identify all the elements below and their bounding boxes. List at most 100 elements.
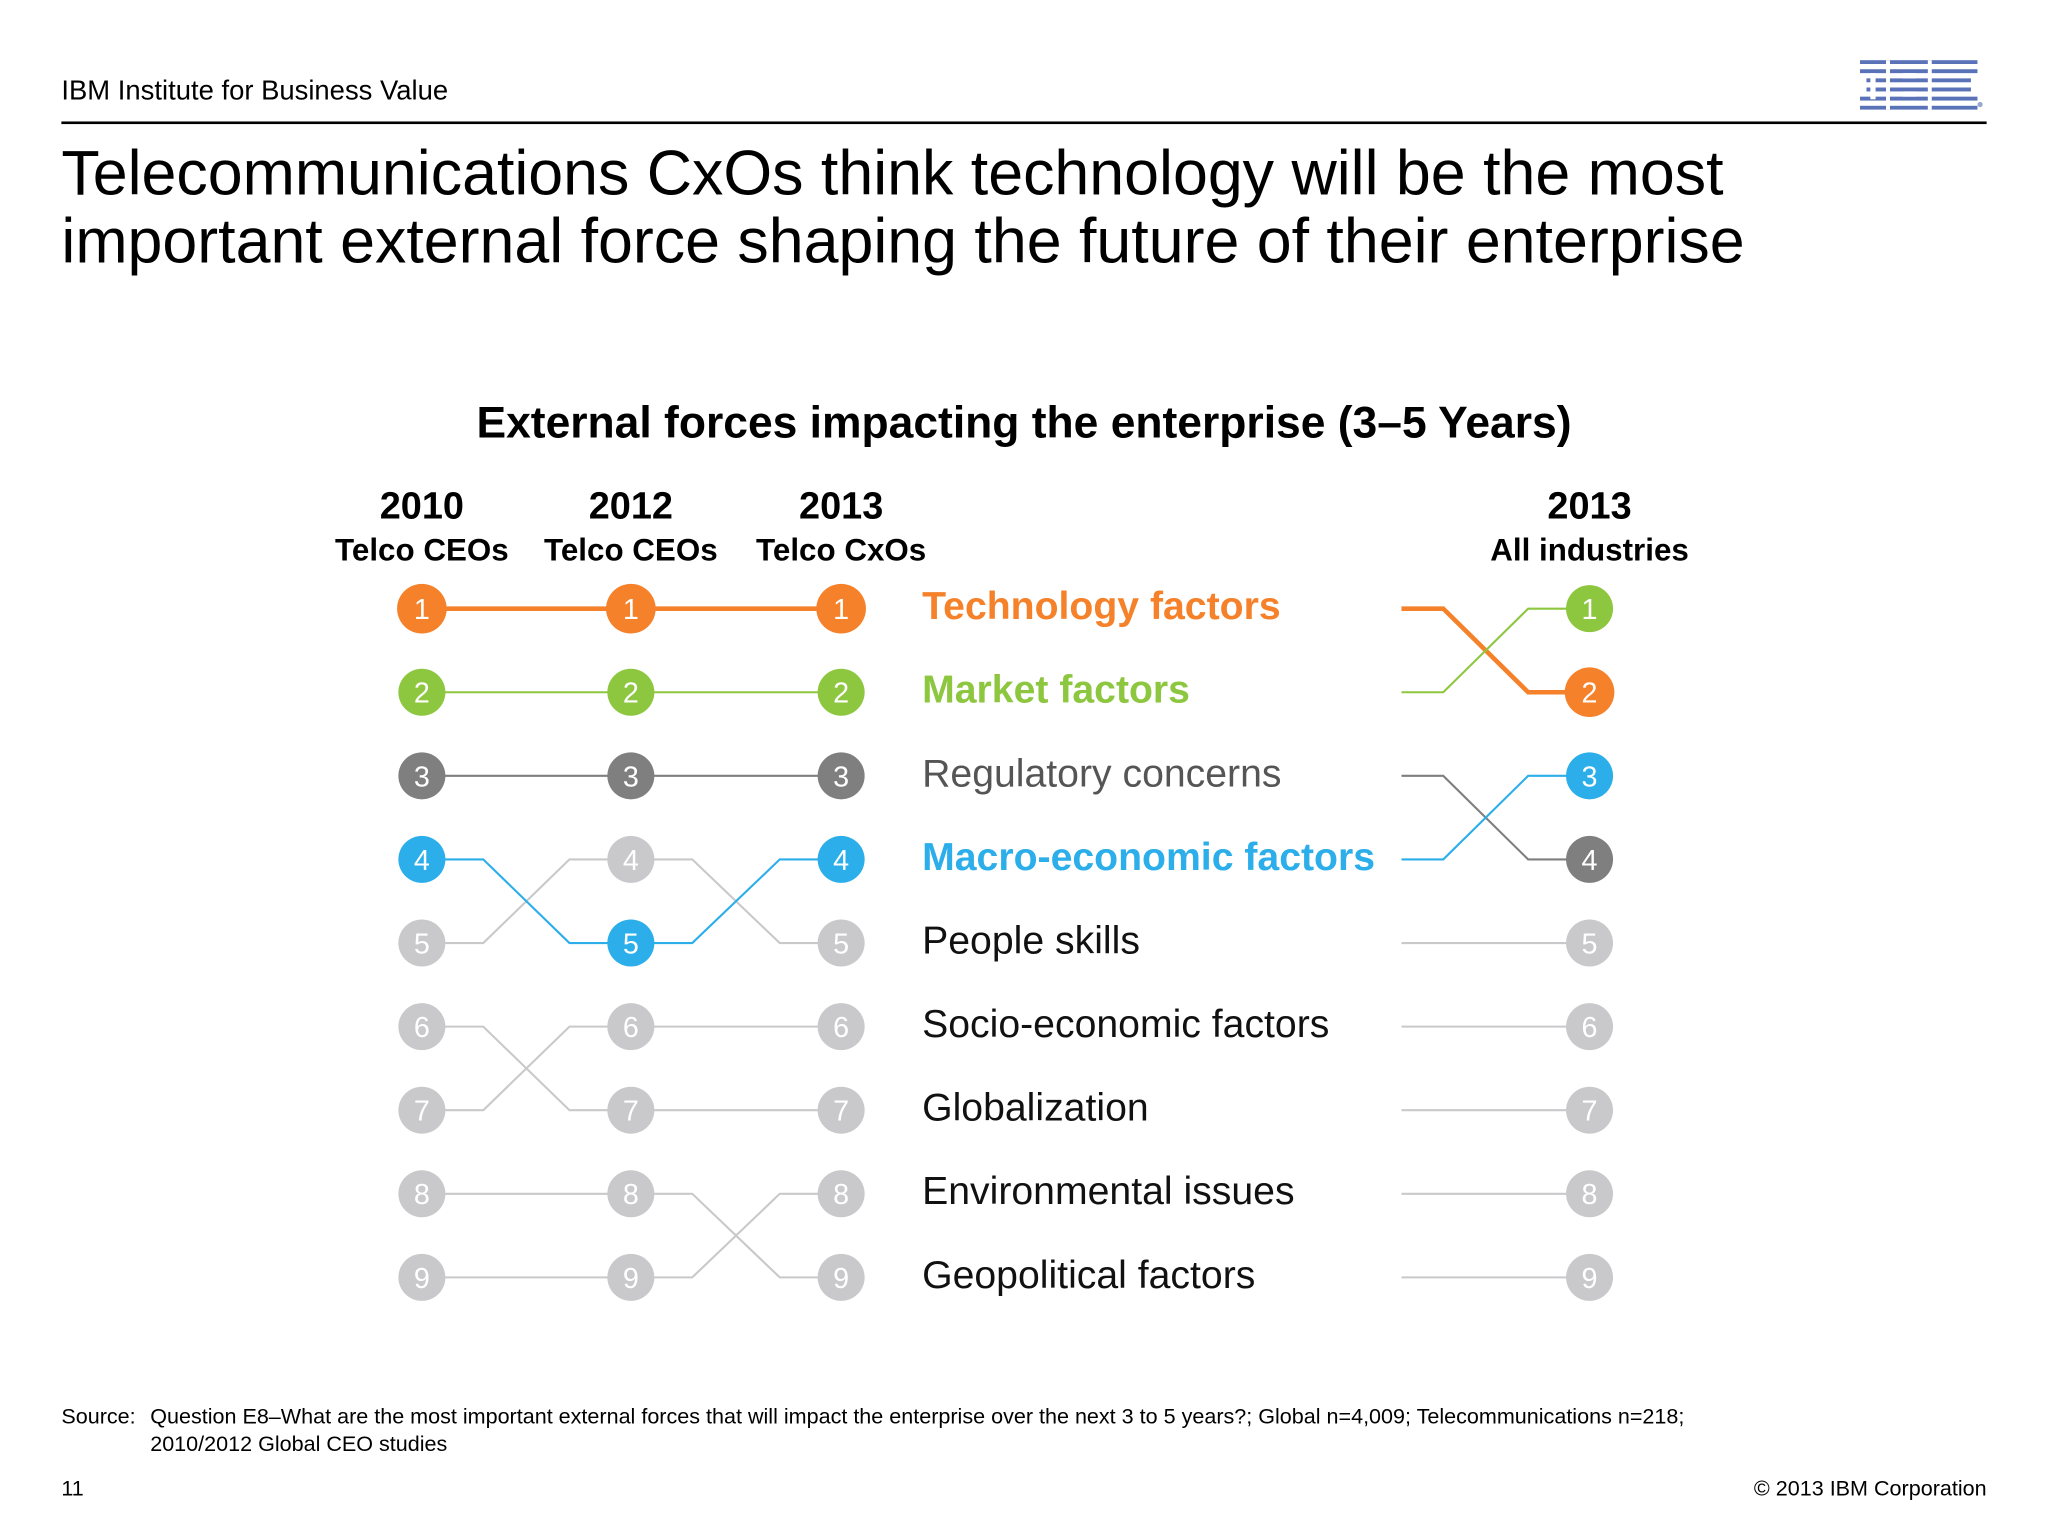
rank-marker	[817, 1170, 865, 1218]
rank-marker	[607, 1003, 655, 1051]
rank-marker	[1566, 1253, 1614, 1301]
rank-marker	[607, 835, 655, 883]
rank-marker	[607, 1086, 655, 1134]
column-header: 2010 Telco CEOs	[291, 485, 552, 574]
rank-marker	[607, 919, 655, 967]
rank-lines	[421, 606, 1590, 1279]
column-year: 2012	[588, 485, 673, 528]
rank-number: 6	[623, 1012, 639, 1044]
rank-marker	[817, 752, 865, 800]
column-group: All industries	[1490, 532, 1689, 569]
source-text-line2: 2010/2012 Global CEO studies	[150, 1432, 448, 1457]
rank-marker	[398, 1253, 446, 1301]
rank-number: 2	[623, 678, 639, 710]
column-year: 2013	[798, 485, 884, 528]
rank-marker	[606, 583, 656, 634]
rank-marker	[397, 583, 447, 634]
rank-number: 9	[1582, 1263, 1598, 1295]
rank-number: 3	[623, 761, 639, 793]
rank-number: 8	[833, 1179, 849, 1211]
rank-marker	[816, 583, 866, 634]
rank-number: 1	[623, 594, 639, 626]
rank-number: 9	[623, 1263, 639, 1295]
factor-label: People skills	[922, 919, 1140, 963]
factor-label: Macro-economic factors	[922, 835, 1376, 880]
factor-label: Technology factors	[922, 585, 1281, 629]
rank-marker	[398, 1170, 446, 1218]
source-text-line1: Question E8–What are the most important …	[150, 1405, 1685, 1429]
rank-marker	[1564, 667, 1615, 718]
rank-marker	[1566, 835, 1614, 883]
rank-number: 2	[1582, 678, 1598, 710]
chart-title: External forces impacting the enterprise…	[476, 398, 1572, 448]
rank-number: 1	[833, 594, 849, 626]
rank-number: 8	[414, 1179, 430, 1211]
rank-markers: 5 4 5 5 7 6 6 6 6 7 7 7 9 9 8 8 8 8 9 9 1 1 1 2 2 2 2 1 3 3 3 4 4 5 4 3	[397, 583, 1615, 1301]
rank-marker	[817, 919, 865, 967]
rank-marker	[398, 919, 446, 967]
rank-number: 3	[414, 761, 430, 793]
header-rule	[61, 121, 1987, 125]
rank-line	[630, 1192, 842, 1279]
rank-marker	[817, 1086, 865, 1134]
rank-line-all-industries	[1401, 606, 1590, 695]
rank-number: 7	[623, 1096, 639, 1128]
rank-marker	[1566, 752, 1614, 800]
rank-number: 2	[833, 678, 849, 710]
column-header: 2013 Telco CxOs	[711, 485, 972, 574]
rank-line	[421, 1025, 631, 1112]
rank-number: 9	[414, 1263, 430, 1295]
rank-number: 6	[414, 1012, 430, 1044]
rank-marker	[398, 835, 446, 883]
rank-line	[630, 858, 842, 945]
rank-number: 7	[1582, 1096, 1598, 1128]
factor-label: Socio-economic factors	[922, 1003, 1330, 1047]
factor-label: Globalization	[922, 1086, 1149, 1130]
rank-marker	[817, 668, 865, 716]
rank-number: 3	[833, 761, 849, 793]
rank-marker	[1566, 919, 1614, 967]
rank-number: 6	[1582, 1012, 1598, 1044]
rank-marker	[607, 1253, 655, 1301]
ibm-logo	[1859, 60, 1984, 116]
page-number: 11	[61, 1477, 84, 1501]
rank-marker	[1566, 1086, 1614, 1134]
rank-marker	[817, 835, 865, 883]
rank-number: 8	[1582, 1179, 1598, 1211]
rank-number: 7	[833, 1096, 849, 1128]
rank-number: 2	[414, 678, 430, 710]
rank-number: 4	[414, 845, 430, 877]
rank-marker	[607, 1170, 655, 1218]
rank-number: 7	[414, 1096, 430, 1128]
rank-marker	[607, 752, 655, 800]
factor-label: Regulatory concerns	[922, 752, 1282, 796]
rank-marker	[1566, 585, 1614, 633]
rank-marker	[1566, 1170, 1614, 1218]
rank-marker	[817, 1253, 865, 1301]
column-group: Telco CEOs	[544, 532, 718, 569]
column-header: 2012 Telco CEOs	[500, 485, 761, 574]
rank-marker	[1566, 1003, 1614, 1051]
rank-marker	[398, 668, 446, 716]
column-year: 2013	[1547, 485, 1632, 528]
rank-number: 4	[833, 845, 849, 877]
rank-number: 5	[1582, 928, 1598, 960]
org-name: IBM Institute for Business Value	[61, 75, 449, 106]
rank-line	[421, 858, 631, 945]
rank-number: 5	[623, 928, 639, 960]
column-group: Telco CEOs	[335, 532, 509, 569]
rank-marker	[398, 1003, 446, 1051]
source-note: Source: Question E8–What are the most im…	[61, 1404, 1684, 1456]
factor-label: Environmental issues	[922, 1170, 1295, 1214]
rank-number: 1	[414, 594, 430, 626]
copyright: © 2013 IBM Corporation	[1753, 1477, 1987, 1501]
rank-number: 5	[414, 928, 430, 960]
column-group: Telco CxOs	[756, 532, 927, 569]
rank-number: 3	[1582, 761, 1598, 793]
column-header: 2013 All industries	[1459, 485, 1720, 574]
rank-number: 1	[1582, 594, 1598, 626]
rank-number: 4	[1582, 845, 1598, 877]
column-year: 2010	[379, 485, 464, 528]
